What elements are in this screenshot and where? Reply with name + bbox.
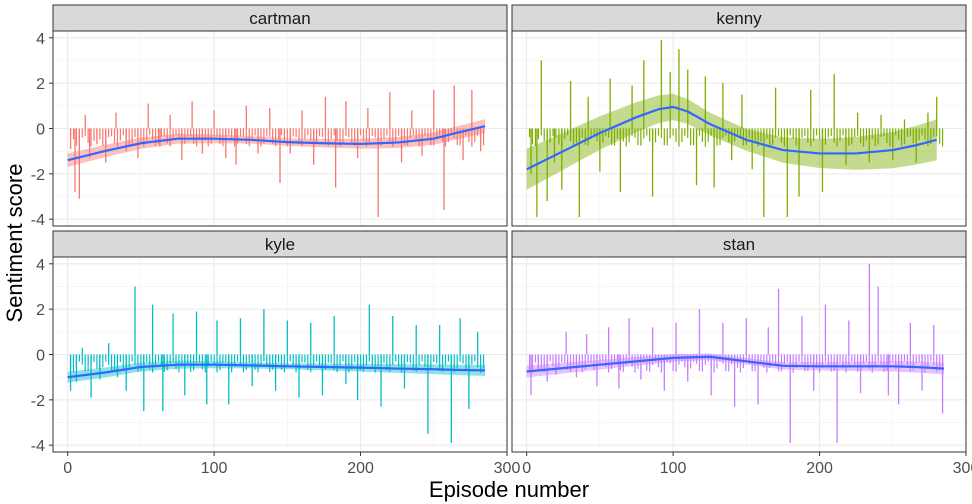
x-tick-label: 0 bbox=[63, 460, 72, 477]
smooth-line bbox=[67, 125, 486, 162]
x-tick-label: 300 bbox=[494, 460, 521, 477]
y-tick-label: 2 bbox=[36, 302, 45, 319]
strip-background bbox=[511, 4, 967, 32]
strip-label-stan: stan bbox=[723, 235, 755, 254]
y-tick-label: -2 bbox=[31, 393, 45, 410]
smooth-line bbox=[67, 363, 486, 379]
strip-label-kyle: kyle bbox=[265, 235, 295, 254]
y-axis-title: Sentiment score bbox=[2, 164, 27, 323]
y-tick-label: -2 bbox=[31, 167, 45, 184]
x-tick-label: 100 bbox=[660, 460, 687, 477]
panel-stan: stan 0 100 200 300 bbox=[511, 230, 972, 477]
y-tick-label: -4 bbox=[31, 438, 45, 455]
confidence-ribbon bbox=[526, 93, 937, 190]
x-tick-label: 100 bbox=[201, 460, 228, 477]
y-tick-label: 4 bbox=[36, 31, 45, 48]
confidence-ribbon bbox=[67, 119, 486, 168]
x-tick-label: 200 bbox=[347, 460, 374, 477]
panel-kyle: kyle -4 -2 0 2 4 0 100 200 300 bbox=[31, 230, 521, 477]
strip-background bbox=[511, 230, 967, 258]
smooth-line bbox=[526, 105, 937, 171]
x-tick-label: 0 bbox=[522, 460, 531, 477]
x-tick-label: 300 bbox=[953, 460, 972, 477]
y-tick-label: -4 bbox=[31, 212, 45, 229]
strip-label-kenny: kenny bbox=[716, 9, 762, 28]
y-tick-label: 0 bbox=[36, 122, 45, 139]
y-tick-label: 2 bbox=[36, 76, 45, 93]
strip-label-cartman: cartman bbox=[249, 9, 310, 28]
y-tick-label: 0 bbox=[36, 348, 45, 365]
smooth-line bbox=[526, 355, 945, 373]
x-axis-title: Episode number bbox=[429, 477, 589, 502]
panel-cartman: cartman -4 -2 0 2 4 bbox=[31, 4, 508, 229]
panel-kenny: kenny bbox=[511, 4, 967, 227]
strip-background bbox=[52, 4, 508, 32]
confidence-ribbon bbox=[67, 360, 486, 383]
confidence-ribbon bbox=[526, 353, 945, 378]
x-tick-label: 200 bbox=[806, 460, 833, 477]
strip-background bbox=[52, 230, 508, 258]
y-tick-label: 4 bbox=[36, 257, 45, 274]
